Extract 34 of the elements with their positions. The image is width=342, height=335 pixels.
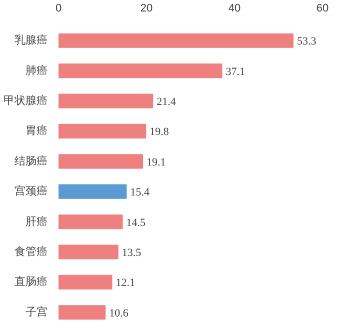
bar: [58, 184, 127, 199]
y-tick-label: 甲状腺癌: [4, 94, 48, 108]
x-tick-label: 0: [55, 2, 62, 14]
data-label: 10.6: [109, 307, 129, 320]
data-label: 19.8: [150, 126, 170, 138]
data-label: 21.4: [156, 96, 176, 108]
data-label: 15.4: [130, 186, 150, 199]
data-label: 37.1: [226, 66, 245, 78]
bar: [58, 244, 118, 260]
y-tick-label: 肝癌: [26, 214, 48, 228]
data-label: 14.5: [126, 216, 146, 229]
x-tick-label: 60: [316, 2, 329, 14]
x-tick-label: 20: [140, 2, 153, 14]
bar: [58, 274, 112, 290]
data-label: 53.3: [297, 36, 317, 48]
bar: [58, 94, 154, 108]
y-tick-label: 子宫: [26, 305, 48, 318]
bar: [58, 305, 106, 320]
y-tick-label: 宫颈癌: [14, 184, 48, 198]
bar: [58, 124, 146, 138]
bar: [58, 64, 222, 78]
bar: [58, 33, 294, 48]
bar: [58, 154, 144, 169]
y-tick-label: 乳腺癌: [14, 34, 48, 47]
data-label: 19.1: [146, 156, 166, 168]
y-tick-label: 食管癌: [14, 244, 48, 258]
y-tick-label: 肺癌: [26, 64, 48, 77]
bar: [58, 214, 123, 230]
y-tick-label: 结肠癌: [14, 154, 48, 168]
y-tick-label: 胃癌: [26, 124, 48, 138]
data-label: 13.5: [122, 246, 142, 259]
y-tick-label: 直肠癌: [14, 275, 48, 288]
x-tick-label: 40: [228, 2, 241, 14]
data-label: 12.1: [116, 277, 135, 290]
